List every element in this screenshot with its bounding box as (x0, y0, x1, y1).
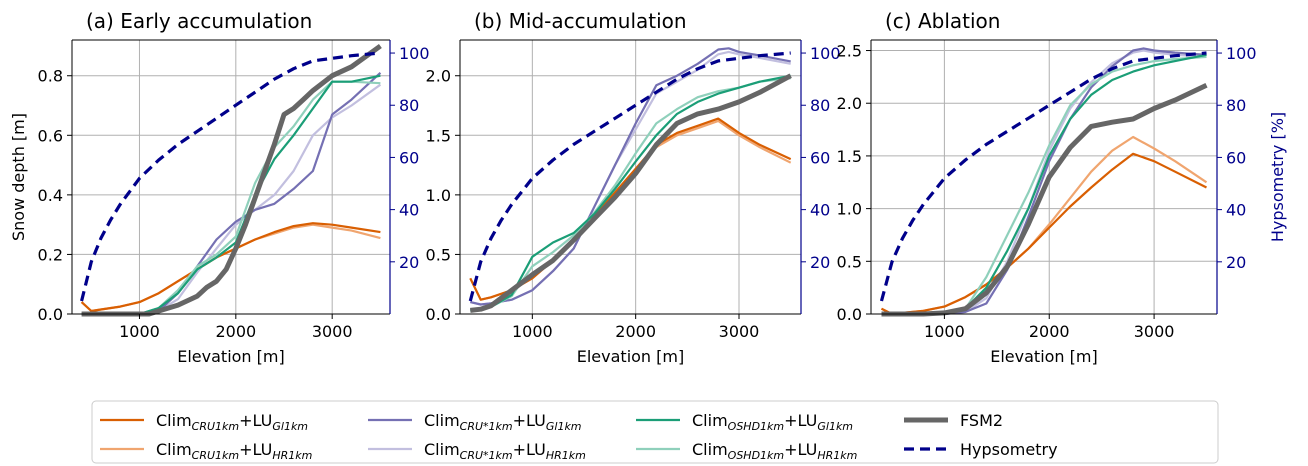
x-tick-label: 3000 (1134, 322, 1175, 341)
y2-tick-label: 20 (1226, 253, 1246, 272)
y-axis-label: Snow depth [m] (9, 113, 28, 241)
y2-tick-label: 20 (399, 253, 419, 272)
y-tick-label: 1.5 (426, 126, 451, 145)
y-tick-label: 0.4 (38, 186, 63, 205)
y-tick-label: 0.5 (837, 252, 862, 271)
y-tick-label: 1.0 (426, 186, 451, 205)
x-tick-label: 1000 (924, 322, 965, 341)
legend-label-crus_hr: ClimCRU*1km+LUHR1km (424, 440, 586, 462)
panel-title: (b) Mid-accumulation (474, 9, 687, 33)
series-line-crus_gl (881, 47, 1207, 316)
legend-label-hyp: Hypsometry (960, 440, 1058, 459)
y2-tick-label: 80 (1226, 96, 1246, 115)
x-axis-label: Elevation [m] (177, 347, 284, 366)
y-tick-label: 2.0 (837, 94, 862, 113)
legend-label-osh_gl: ClimOSHD1km+LUGl1km (692, 411, 853, 433)
y-tick-label: 1.5 (837, 147, 862, 166)
y2-tick-label: 60 (399, 148, 419, 167)
y-tick-label: 0.0 (426, 305, 451, 324)
series-line-crus_hr (881, 49, 1207, 316)
series-line-cru_hr (80, 223, 381, 313)
y2-tick-label: 80 (810, 96, 830, 115)
y2-tick-label: 60 (810, 148, 830, 167)
panel-title: (a) Early accumulation (86, 9, 312, 33)
legend-label-cru_hr: ClimCRU1km+LUHR1km (156, 440, 312, 462)
y-tick-label: 0.5 (426, 245, 451, 264)
x-tick-label: 2000 (615, 322, 656, 341)
series-line-crus_gl (470, 47, 791, 306)
legend-label-fsm2: FSM2 (960, 411, 1003, 430)
panel-2: 1000 2000 3000 0.0 0.5 1.0 1.5 2.0 20 40 60 80 100 (b… (426, 9, 841, 366)
x-tick-label: 2000 (215, 322, 256, 341)
legend: ClimCRU1km+LUGl1km ClimCRU1km+LUHR1km Clim… (91, 400, 1219, 464)
y2-axis-label: Hypsometry [%] (1268, 112, 1287, 242)
legend-label-osh_hr: ClimOSHD1km+LUHR1km (692, 440, 857, 462)
panel-1: 1000 2000 3000 0.0 0.2 0.4 0.6 0.8 20 40 60 80 100 (a… (9, 9, 430, 366)
series-line-hyp (879, 51, 1207, 302)
legend-label-crus_gl: ClimCRU*1km+LUGl1km (424, 411, 582, 433)
y-tick-label: 0.8 (38, 67, 63, 86)
y2-tick-label: 40 (1226, 201, 1246, 220)
series-line-fsm2 (81, 43, 382, 317)
y2-tick-label: 60 (1226, 148, 1246, 167)
series-line-fsm2 (881, 83, 1208, 317)
series-line-hyp (468, 51, 791, 302)
y-tick-label: 0.6 (38, 126, 63, 145)
y-tick-label: 2.0 (426, 67, 451, 86)
series-line-cru_hr (469, 119, 792, 301)
y2-tick-label: 20 (810, 253, 830, 272)
panel-3: 1000 2000 3000 0.0 0.5 1.0 1.5 2.0 2.5 20 40 60 80 10… (837, 9, 1287, 366)
legend-label-cru_gl: ClimCRU1km+LUGl1km (156, 411, 308, 433)
x-axis-label: Elevation [m] (990, 347, 1097, 366)
series-line-crus_hr (81, 83, 382, 316)
x-tick-label: 3000 (719, 322, 760, 341)
x-tick-label: 1000 (119, 322, 160, 341)
y-tick-label: 0.0 (38, 305, 63, 324)
series-line-fsm2 (470, 73, 792, 313)
x-axis-label: Elevation [m] (577, 347, 684, 366)
y2-tick-label: 100 (399, 44, 430, 63)
series-line-cru_gl (469, 117, 792, 301)
x-tick-label: 3000 (312, 322, 353, 341)
y2-tick-label: 40 (810, 201, 830, 220)
y2-tick-label: 80 (399, 96, 419, 115)
y2-tick-label: 100 (810, 44, 841, 63)
y2-tick-label: 100 (1226, 44, 1257, 63)
series-line-cru_gl (80, 222, 381, 313)
y-tick-label: 2.5 (837, 42, 862, 61)
series-line-hyp (80, 51, 381, 302)
y-tick-label: 0.0 (837, 305, 862, 324)
y2-tick-label: 40 (399, 201, 419, 220)
series-line-osh_gl (470, 74, 791, 312)
x-tick-label: 1000 (512, 322, 553, 341)
x-tick-label: 2000 (1029, 322, 1070, 341)
y-tick-label: 0.2 (38, 245, 63, 264)
panel-title: (c) Ablation (885, 9, 1000, 33)
y-tick-label: 1.0 (837, 200, 862, 219)
